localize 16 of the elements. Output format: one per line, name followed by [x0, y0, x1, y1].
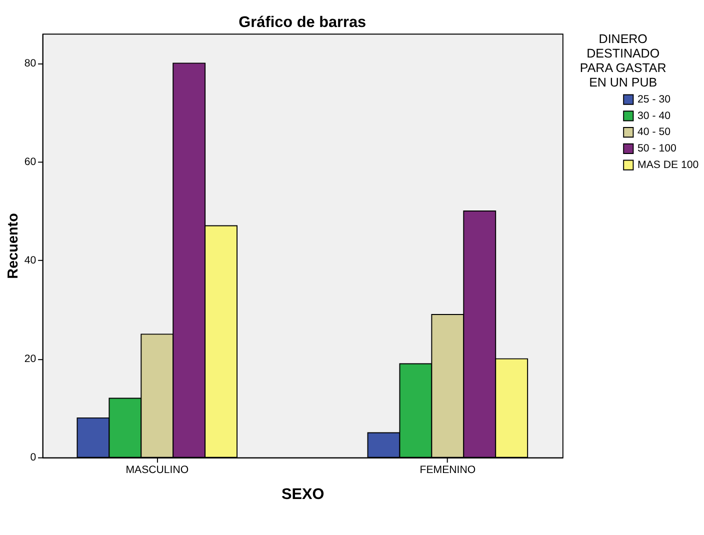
- y-tick-label: 0: [30, 452, 36, 464]
- legend-label: 40 - 50: [638, 126, 671, 138]
- y-tick-label: 40: [24, 254, 36, 267]
- legend-label: 30 - 40: [638, 110, 671, 122]
- y-tick-label: 60: [24, 156, 36, 168]
- y-tick-label: 80: [24, 58, 36, 70]
- x-tick-label: MASCULINO: [126, 464, 189, 476]
- x-axis-title: SEXO: [281, 486, 324, 504]
- legend-label: 25 - 30: [638, 93, 671, 106]
- legend-title: DINERO DESTINADO PARA GASTAR EN UN PUB: [580, 32, 666, 90]
- y-axis-title: Recuento: [6, 212, 22, 279]
- x-tick-label: FEMENINO: [420, 464, 476, 476]
- legend-label: MAS DE 100: [638, 158, 699, 171]
- chart-title: Gráfico de barras: [238, 14, 366, 31]
- y-tick-label: 20: [24, 353, 36, 366]
- legend-label: 50 - 100: [638, 142, 676, 155]
